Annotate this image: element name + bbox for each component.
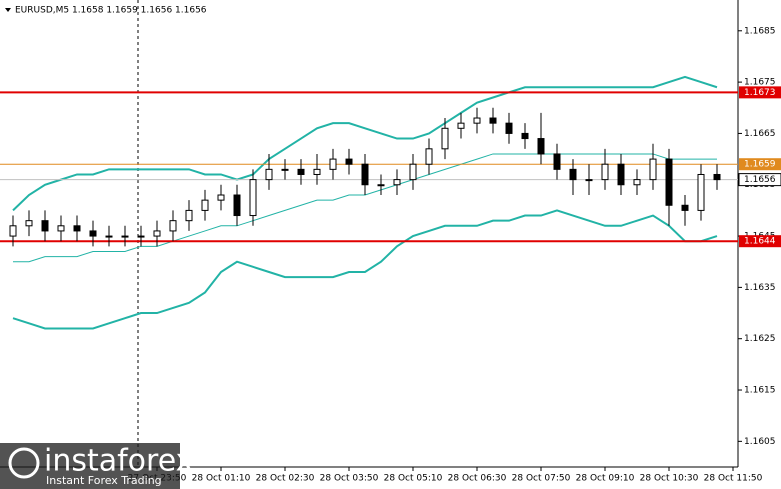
x-tick-label: 28 Oct 02:30 — [256, 474, 315, 484]
y-tick-label: 1.1625 — [744, 334, 776, 344]
candle-body — [217, 194, 225, 201]
candle-body — [425, 148, 433, 165]
candle-body — [521, 132, 529, 140]
y-tick-label: 1.1685 — [744, 26, 776, 36]
candle-body — [57, 225, 65, 232]
candle-body — [137, 235, 145, 238]
candle-body — [297, 168, 305, 175]
y-tick-label: 1.1615 — [744, 386, 776, 396]
level-label: 1.1659 — [744, 160, 776, 170]
candle-body — [121, 235, 129, 238]
chart-title: EURUSD,M5 1.1658 1.1659 1.1656 1.1656 — [15, 6, 207, 16]
candle-body — [25, 220, 33, 227]
indicator-line — [13, 153, 717, 263]
level-label: 1.1673 — [744, 88, 776, 98]
candle-body — [201, 199, 209, 211]
candle-body — [105, 235, 113, 238]
candle-body — [681, 204, 689, 211]
candle-body — [473, 117, 481, 124]
candle-body — [9, 225, 17, 237]
candle-body — [537, 138, 545, 155]
candle-body — [457, 122, 465, 129]
candle-body — [313, 168, 321, 175]
candle-body — [377, 184, 385, 187]
x-tick-label: 28 Oct 11:50 — [704, 474, 763, 484]
candle-body — [249, 179, 257, 217]
price-label: 1.1656 — [744, 175, 776, 185]
x-tick-label: 28 Oct 03:50 — [320, 474, 379, 484]
candle-body — [633, 179, 641, 186]
candle-body — [649, 158, 657, 181]
y-tick-label: 1.1665 — [744, 129, 776, 139]
candle-body — [713, 173, 721, 181]
candle-body — [329, 158, 337, 170]
candle-body — [569, 168, 577, 181]
level-label-bg — [739, 86, 781, 99]
candle-body — [601, 163, 609, 181]
candle-body — [553, 153, 561, 170]
candle-body — [617, 163, 625, 186]
candle-body — [281, 168, 289, 171]
menu-arrow — [5, 8, 11, 12]
x-tick-label: 28 Oct 05:10 — [384, 474, 443, 484]
logo-icon — [8, 447, 40, 479]
indicator-line — [12, 75, 718, 212]
candle-body — [265, 168, 273, 181]
candle-body — [73, 225, 81, 232]
x-tick-label: 28 Oct 10:30 — [640, 474, 699, 484]
candle-body — [169, 220, 177, 232]
x-tick-label: 28 Oct 06:30 — [448, 474, 507, 484]
candle-body — [345, 158, 353, 165]
candle-body — [41, 220, 49, 232]
y-tick-label: 1.1675 — [744, 78, 776, 88]
logo-text: instaforex — [44, 444, 193, 479]
y-tick-label: 1.1635 — [744, 283, 776, 293]
candle-body — [89, 230, 97, 237]
price-label-bg — [738, 173, 781, 187]
x-tick-label: 28 Oct 01:10 — [192, 474, 251, 484]
candle-body — [441, 127, 449, 150]
logo-subtitle: Instant Forex Trading — [46, 474, 162, 487]
y-tick-label: 1.1605 — [744, 437, 776, 447]
candle-body — [185, 209, 193, 222]
level-label-bg — [739, 158, 781, 171]
candle-body — [233, 194, 241, 217]
logo: instaforex Instant Forex Trading — [0, 443, 193, 489]
candle-body — [393, 179, 401, 186]
x-tick-label: 28 Oct 07:50 — [512, 474, 571, 484]
candle-body — [697, 173, 705, 211]
x-tick-label: 28 Oct 09:10 — [576, 474, 635, 484]
level-label: 1.1644 — [744, 237, 776, 247]
candle-body — [585, 179, 593, 182]
level-label-bg — [739, 235, 781, 248]
candle-body — [505, 122, 513, 134]
indicator-line — [12, 209, 718, 330]
candle-body — [409, 163, 417, 181]
candle-body — [665, 158, 673, 206]
candle-body — [153, 230, 161, 237]
candle-body — [361, 163, 369, 186]
candle-body — [489, 117, 497, 124]
